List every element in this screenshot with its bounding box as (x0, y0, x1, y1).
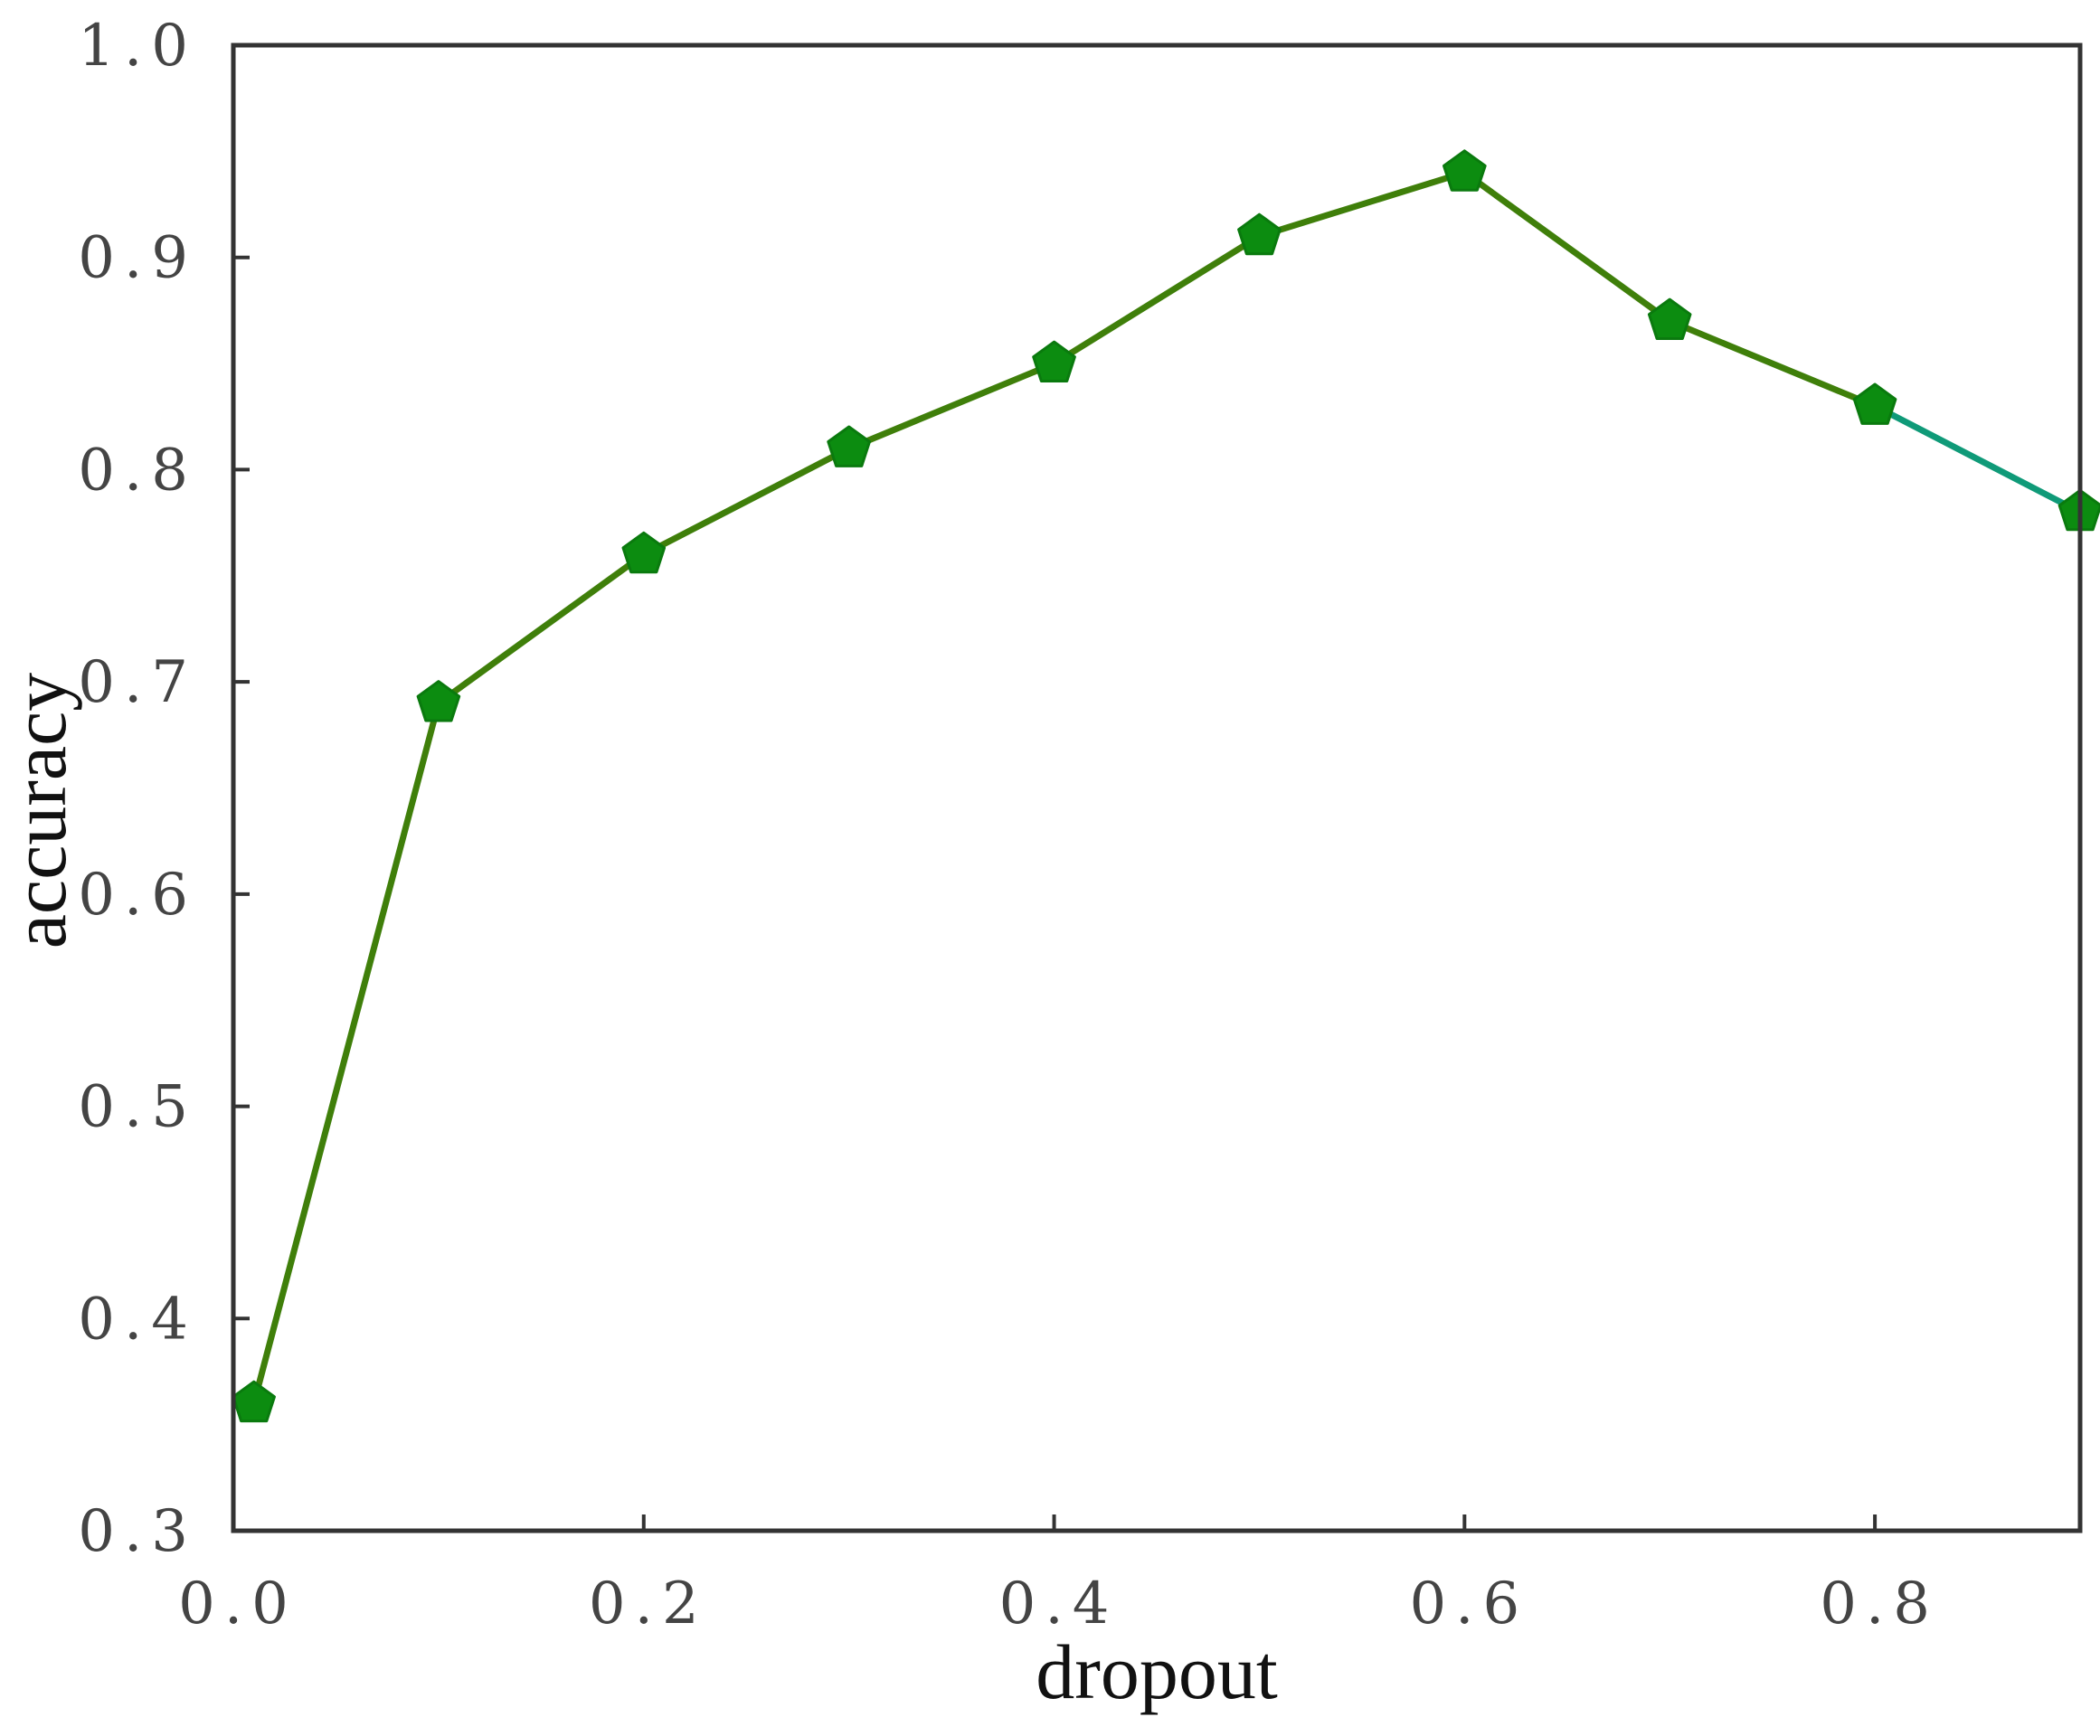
data-point-marker (827, 425, 871, 467)
y-tick-label: 0.7 (78, 649, 197, 716)
x-tick-label: 0.2 (589, 1571, 708, 1637)
data-point-marker (1237, 212, 1282, 256)
y-axis: 0.3 0.4 0.5 0.6 0.7 0.8 0.9 1.0 (78, 13, 250, 1565)
series-line-segment (1051, 232, 1263, 367)
data-point-marker (1852, 382, 1897, 425)
data-point-marker (1647, 297, 1692, 340)
series-line-segment (1666, 317, 1878, 410)
series-line-segment (251, 700, 442, 1407)
y-tick-label: 0.5 (78, 1074, 197, 1141)
data-point-marker (1443, 149, 1487, 192)
data-point-marker (1032, 340, 1076, 382)
data-point-marker (621, 531, 667, 574)
y-tick-label: 0.6 (78, 862, 197, 929)
x-tick-label: 0.0 (178, 1571, 298, 1637)
x-tick-label: 0.8 (1820, 1571, 1939, 1637)
y-tick-label: 0.9 (78, 225, 197, 292)
series-line-segment (640, 445, 853, 558)
x-axis-title: dropout (1036, 1628, 1278, 1715)
data-point-marker (416, 680, 461, 722)
x-tick-label: 0.4 (999, 1571, 1119, 1637)
plot-area (232, 149, 2100, 1423)
series-line-segment (1871, 402, 2084, 515)
y-tick-label: 0.3 (78, 1498, 197, 1565)
series-line-segment (1461, 169, 1673, 325)
y-tick-label: 0.4 (78, 1286, 197, 1353)
plot-frame (231, 42, 2083, 1533)
x-axis: 0.0 0.2 0.4 0.6 0.8 (178, 1514, 1939, 1637)
y-tick-label: 0.8 (78, 437, 197, 504)
series-line-segment (435, 551, 648, 707)
y-tick-label: 1.0 (78, 13, 197, 80)
series-line-segment (846, 360, 1058, 452)
series-line-segment (1255, 169, 1468, 240)
x-tick-label: 0.6 (1409, 1571, 1528, 1637)
y-axis-title: accuracy (0, 673, 82, 949)
data-point-marker (232, 1380, 276, 1423)
